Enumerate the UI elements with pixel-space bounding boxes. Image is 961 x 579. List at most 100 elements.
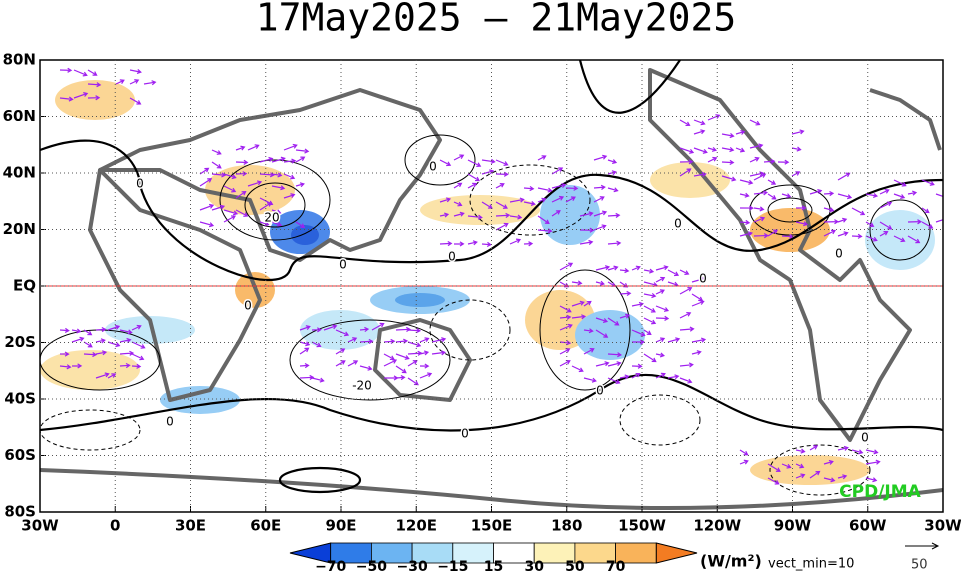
wind-vector [579, 227, 595, 233]
wind-vector [795, 463, 805, 469]
wind-vector [607, 240, 622, 246]
wind-vector [119, 337, 132, 343]
wind-vector [383, 353, 395, 361]
wind-vector [837, 474, 848, 480]
ref-vector: 50 [911, 558, 928, 573]
wind-vector [299, 363, 310, 369]
wind-vector [579, 211, 594, 217]
wind-vector [407, 377, 419, 386]
lat-label: 40S [4, 390, 36, 408]
wind-vector [395, 326, 411, 333]
wind-vector [537, 155, 547, 161]
wind-vector [395, 375, 406, 381]
wind-vector [655, 337, 666, 343]
wind-vector [107, 324, 121, 331]
wind-vector [655, 305, 670, 312]
wind-vector [467, 240, 478, 246]
colorbar-label: −15 [437, 559, 468, 575]
wind-vector [823, 459, 834, 465]
credit: CPD/JMA [839, 482, 921, 502]
wind-vector [607, 212, 621, 219]
wind-vector [693, 171, 707, 178]
wind-vector [311, 377, 325, 383]
lon-label: 120W [693, 517, 741, 535]
wind-vector [643, 317, 657, 325]
wind-vector [607, 352, 623, 358]
contour-label: 20 [264, 211, 279, 225]
wind-vector [59, 96, 74, 102]
wind-vector [749, 171, 765, 177]
wind-vector [865, 449, 879, 455]
wind-vector [283, 143, 298, 151]
lon-label: 180 [551, 517, 582, 535]
wind-vector [865, 459, 881, 465]
wind-vector [781, 193, 792, 199]
wind-vector [865, 192, 879, 199]
wind-vector [235, 171, 248, 177]
contour-label: 0 [136, 177, 144, 191]
wind-vector [579, 239, 594, 245]
wind-vector [679, 269, 690, 276]
ref-arrow-head [931, 542, 940, 550]
wind-vector [837, 172, 851, 181]
wind-vector [643, 268, 655, 274]
wind-vector [767, 477, 780, 485]
wind-vector [119, 362, 131, 369]
wind-vector [739, 231, 753, 237]
wind-vector [347, 337, 358, 343]
wind-vector [631, 301, 644, 307]
wind-vector [223, 185, 237, 193]
wind-vector [271, 172, 283, 178]
lon-label: 60W [849, 517, 887, 535]
wind-vector [655, 315, 670, 321]
wind-vector [131, 341, 146, 349]
lon-label: 30E [175, 517, 206, 535]
wind-vector [767, 193, 777, 200]
lat-label: 40N [3, 164, 36, 182]
wind-vector [907, 219, 923, 225]
title: 17May2025 – 21May2025 [256, 0, 736, 40]
wind-vector [691, 300, 705, 307]
wind-vector [211, 172, 227, 178]
colorbar-label: 70 [606, 559, 626, 575]
wind-vector [431, 350, 447, 356]
wind-vector [607, 361, 622, 367]
wind-vector [235, 209, 249, 217]
wind-vector [837, 231, 849, 237]
wind-vector [679, 377, 693, 384]
wind-vector [481, 241, 492, 248]
lon-label: 90W [774, 517, 812, 535]
wind-vector [295, 148, 310, 154]
wind-vector [691, 293, 704, 302]
wind-vector [631, 265, 641, 271]
wind-vector [551, 182, 567, 189]
wind-vector [559, 314, 572, 320]
wind-vector [721, 175, 737, 182]
wind-vector [129, 69, 142, 75]
wind-vector [509, 214, 523, 220]
wind-vector [71, 328, 82, 334]
wind-vector [271, 221, 283, 227]
wind-vector [693, 147, 708, 154]
wind-vector [467, 182, 478, 189]
wind-vector [893, 179, 907, 187]
contour-label: 0 [339, 258, 347, 272]
wind-vector [791, 129, 805, 135]
wind-vector [311, 341, 322, 348]
contour-label: 0 [596, 384, 604, 398]
wind-vector [721, 159, 735, 166]
wind-vector [271, 185, 286, 191]
wind-vector [907, 190, 918, 196]
wind-vector [837, 217, 848, 223]
wind-vector [571, 280, 583, 286]
wind-vector [739, 179, 754, 185]
wind-vector [721, 146, 735, 153]
wind-vector [467, 159, 482, 168]
wind-vector [667, 269, 680, 277]
wind-vector [537, 228, 553, 234]
wind-vector [865, 477, 878, 483]
wind-vector [593, 210, 608, 217]
wind-vector [223, 215, 237, 223]
wind-vector [247, 180, 263, 187]
lon-label: 90E [325, 517, 356, 535]
